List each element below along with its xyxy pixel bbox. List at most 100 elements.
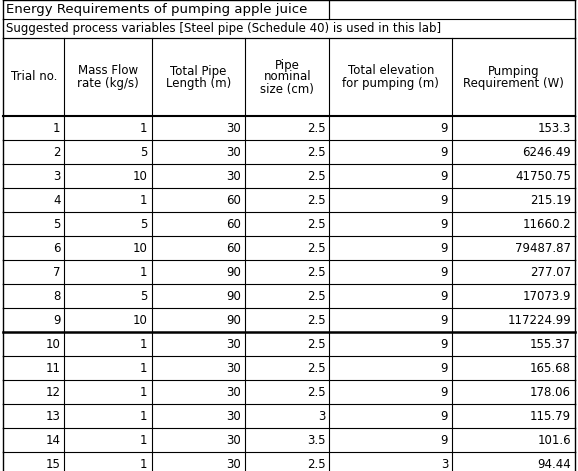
Text: 60: 60 — [227, 218, 242, 230]
Text: 13: 13 — [46, 409, 61, 422]
Text: Length (m): Length (m) — [166, 76, 231, 89]
Text: 30: 30 — [227, 433, 242, 447]
Text: 3.5: 3.5 — [307, 433, 325, 447]
Text: 1: 1 — [140, 433, 147, 447]
Text: 165.68: 165.68 — [530, 362, 571, 374]
Text: 3: 3 — [318, 409, 325, 422]
Text: 1: 1 — [140, 338, 147, 350]
Text: 15: 15 — [46, 457, 61, 471]
Text: 5: 5 — [53, 218, 61, 230]
Text: 1: 1 — [53, 122, 61, 135]
Text: 9: 9 — [440, 290, 448, 302]
Text: 30: 30 — [227, 457, 242, 471]
Text: 155.37: 155.37 — [530, 338, 571, 350]
Text: 2.5: 2.5 — [307, 266, 325, 278]
Text: 90: 90 — [227, 290, 242, 302]
Text: 1: 1 — [140, 457, 147, 471]
Text: 30: 30 — [227, 362, 242, 374]
Text: 30: 30 — [227, 409, 242, 422]
Text: 41750.75: 41750.75 — [515, 170, 571, 182]
Text: 2.5: 2.5 — [307, 218, 325, 230]
Text: Total Pipe: Total Pipe — [171, 65, 227, 78]
Text: 94.44: 94.44 — [537, 457, 571, 471]
Text: Suggested process variables [Steel pipe (Schedule 40) is used in this lab]: Suggested process variables [Steel pipe … — [6, 22, 441, 35]
Text: 30: 30 — [227, 146, 242, 159]
Text: 6246.49: 6246.49 — [523, 146, 571, 159]
Text: Total elevation: Total elevation — [347, 65, 434, 78]
Text: 153.3: 153.3 — [538, 122, 571, 135]
Text: 2.5: 2.5 — [307, 146, 325, 159]
Text: 101.6: 101.6 — [538, 433, 571, 447]
Text: 1: 1 — [140, 385, 147, 398]
Text: 2.5: 2.5 — [307, 242, 325, 254]
Text: 9: 9 — [440, 362, 448, 374]
Text: 2: 2 — [53, 146, 61, 159]
Text: size (cm): size (cm) — [261, 82, 314, 96]
Text: 2.5: 2.5 — [307, 385, 325, 398]
Text: 2.5: 2.5 — [307, 362, 325, 374]
Text: 79487.87: 79487.87 — [515, 242, 571, 254]
Text: rate (kg/s): rate (kg/s) — [77, 76, 139, 89]
Text: 30: 30 — [227, 170, 242, 182]
Text: 10: 10 — [133, 170, 147, 182]
Text: 90: 90 — [227, 314, 242, 326]
Text: 2.5: 2.5 — [307, 457, 325, 471]
Text: 7: 7 — [53, 266, 61, 278]
Text: 9: 9 — [440, 122, 448, 135]
Text: Pipe: Pipe — [275, 58, 300, 72]
Text: 10: 10 — [133, 314, 147, 326]
Text: 9: 9 — [440, 194, 448, 206]
Text: 4: 4 — [53, 194, 61, 206]
Text: 9: 9 — [440, 314, 448, 326]
Text: 1: 1 — [140, 362, 147, 374]
Text: 1: 1 — [140, 122, 147, 135]
Text: 10: 10 — [133, 242, 147, 254]
Text: 12: 12 — [46, 385, 61, 398]
Text: 9: 9 — [440, 409, 448, 422]
Text: 277.07: 277.07 — [530, 266, 571, 278]
Text: 178.06: 178.06 — [530, 385, 571, 398]
Text: 2.5: 2.5 — [307, 314, 325, 326]
Text: 2.5: 2.5 — [307, 170, 325, 182]
Text: 5: 5 — [140, 218, 147, 230]
Text: 5: 5 — [140, 146, 147, 159]
Text: 2.5: 2.5 — [307, 194, 325, 206]
Text: 115.79: 115.79 — [530, 409, 571, 422]
Text: 30: 30 — [227, 122, 242, 135]
Text: Requirement (W): Requirement (W) — [463, 76, 564, 89]
Text: 90: 90 — [227, 266, 242, 278]
Text: 3: 3 — [441, 457, 448, 471]
Text: 1: 1 — [140, 194, 147, 206]
Text: 3: 3 — [53, 170, 61, 182]
Text: 9: 9 — [440, 338, 448, 350]
Text: 9: 9 — [53, 314, 61, 326]
Text: Energy Requirements of pumping apple juice: Energy Requirements of pumping apple jui… — [6, 3, 307, 16]
Text: 1: 1 — [140, 409, 147, 422]
Text: 9: 9 — [440, 218, 448, 230]
Text: 117224.99: 117224.99 — [507, 314, 571, 326]
Text: 9: 9 — [440, 266, 448, 278]
Text: 11: 11 — [46, 362, 61, 374]
Text: Mass Flow: Mass Flow — [78, 65, 138, 78]
Text: 5: 5 — [140, 290, 147, 302]
Text: 2.5: 2.5 — [307, 122, 325, 135]
Text: 6: 6 — [53, 242, 61, 254]
Text: 60: 60 — [227, 194, 242, 206]
Text: 30: 30 — [227, 338, 242, 350]
Text: 9: 9 — [440, 433, 448, 447]
Text: 1: 1 — [140, 266, 147, 278]
Text: 8: 8 — [53, 290, 61, 302]
Text: nominal: nominal — [264, 71, 311, 83]
Text: 9: 9 — [440, 385, 448, 398]
Text: 14: 14 — [46, 433, 61, 447]
Text: 30: 30 — [227, 385, 242, 398]
Text: 2.5: 2.5 — [307, 338, 325, 350]
Text: 215.19: 215.19 — [530, 194, 571, 206]
Text: 11660.2: 11660.2 — [523, 218, 571, 230]
Text: 17073.9: 17073.9 — [523, 290, 571, 302]
Text: 9: 9 — [440, 242, 448, 254]
Text: 60: 60 — [227, 242, 242, 254]
Text: 9: 9 — [440, 146, 448, 159]
Text: Trial no.: Trial no. — [10, 71, 57, 83]
Text: for pumping (m): for pumping (m) — [342, 76, 439, 89]
